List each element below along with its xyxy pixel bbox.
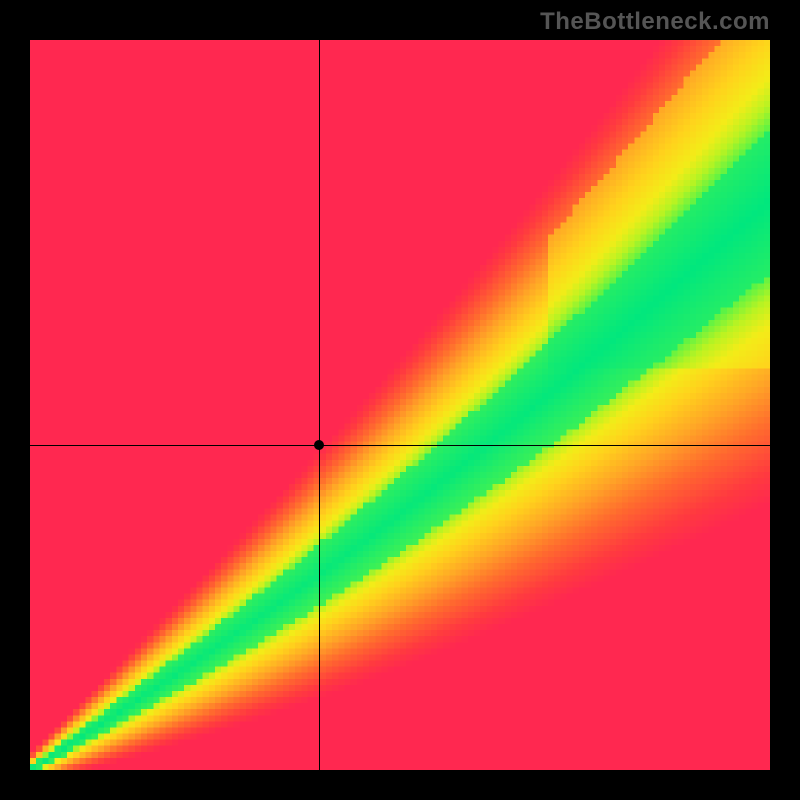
crosshair-horizontal bbox=[30, 445, 770, 446]
crosshair-vertical bbox=[319, 40, 320, 770]
watermark-text: TheBottleneck.com bbox=[540, 8, 770, 36]
heatmap-plot bbox=[30, 40, 770, 770]
crosshair-point bbox=[314, 440, 324, 450]
heatmap-canvas bbox=[30, 40, 770, 770]
chart-container: TheBottleneck.com bbox=[0, 0, 800, 800]
